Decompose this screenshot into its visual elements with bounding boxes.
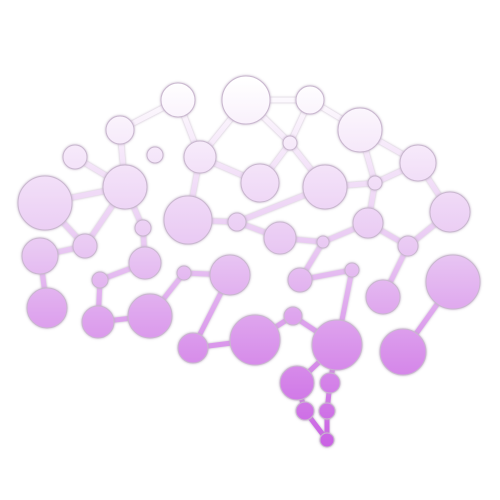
network-node (102, 164, 148, 210)
network-node (134, 219, 152, 237)
network-node (399, 144, 437, 182)
network-node (352, 207, 384, 239)
network-node (81, 305, 115, 339)
network-node (21, 237, 59, 275)
network-node (160, 82, 196, 118)
network-node (105, 115, 135, 145)
network-node (282, 135, 298, 151)
network-node (283, 306, 303, 326)
network-node (287, 267, 313, 293)
network-node (367, 175, 383, 191)
network-node (263, 221, 297, 255)
network-node (146, 146, 164, 164)
network-node (209, 254, 251, 296)
network-node (319, 432, 335, 448)
network-node (319, 372, 341, 394)
network-node (318, 402, 336, 420)
network-node (365, 279, 401, 315)
network-node (295, 85, 325, 115)
network-node (91, 271, 109, 289)
network-node (295, 401, 315, 421)
network-node (302, 164, 348, 210)
network-node (128, 246, 162, 280)
network-node (26, 287, 68, 329)
network-node (221, 75, 271, 125)
network-node (279, 365, 315, 401)
network-node (344, 262, 360, 278)
network-node (17, 175, 73, 231)
network-node (176, 265, 192, 281)
network-node (229, 314, 281, 366)
network-node (379, 328, 427, 376)
network-node (397, 235, 419, 257)
network-node (127, 293, 173, 339)
network-node (177, 332, 209, 364)
network-node (227, 212, 247, 232)
network-node (240, 163, 280, 203)
network-node (337, 107, 383, 153)
network-node (311, 319, 363, 371)
network-node (425, 254, 481, 310)
network-node (183, 140, 217, 174)
network-node (316, 235, 330, 249)
network-node (62, 144, 88, 170)
network-node (429, 191, 471, 233)
network-node (72, 233, 98, 259)
network-node (163, 195, 213, 245)
